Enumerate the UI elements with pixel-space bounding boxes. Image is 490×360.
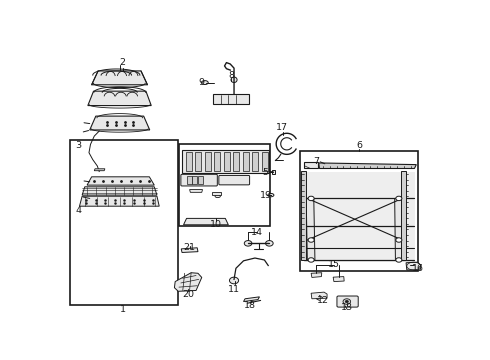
Text: 20: 20 bbox=[182, 289, 195, 298]
Text: 14: 14 bbox=[251, 228, 263, 237]
Polygon shape bbox=[333, 276, 344, 282]
Text: 11: 11 bbox=[228, 285, 240, 294]
Polygon shape bbox=[243, 152, 249, 171]
Text: 18: 18 bbox=[245, 301, 256, 310]
Polygon shape bbox=[394, 198, 403, 260]
Circle shape bbox=[308, 196, 314, 201]
Polygon shape bbox=[233, 152, 239, 171]
Polygon shape bbox=[187, 176, 192, 184]
Polygon shape bbox=[311, 292, 327, 299]
Polygon shape bbox=[301, 171, 306, 260]
FancyBboxPatch shape bbox=[219, 175, 249, 185]
Ellipse shape bbox=[215, 195, 221, 198]
Text: 21: 21 bbox=[184, 243, 196, 252]
Text: 1: 1 bbox=[120, 305, 126, 314]
Polygon shape bbox=[252, 152, 258, 171]
Polygon shape bbox=[184, 219, 228, 225]
Polygon shape bbox=[262, 152, 268, 171]
Text: 15: 15 bbox=[328, 261, 340, 269]
Text: 12: 12 bbox=[317, 296, 328, 305]
Polygon shape bbox=[181, 248, 198, 252]
Circle shape bbox=[308, 238, 314, 242]
Polygon shape bbox=[244, 297, 260, 302]
Text: 4: 4 bbox=[75, 206, 81, 215]
Polygon shape bbox=[406, 262, 421, 270]
Polygon shape bbox=[213, 94, 249, 104]
FancyBboxPatch shape bbox=[272, 170, 275, 174]
Polygon shape bbox=[205, 152, 211, 171]
Polygon shape bbox=[224, 152, 230, 171]
Ellipse shape bbox=[268, 193, 274, 197]
Polygon shape bbox=[198, 176, 203, 184]
Circle shape bbox=[396, 196, 402, 201]
Text: 3: 3 bbox=[75, 141, 81, 150]
Circle shape bbox=[396, 238, 402, 242]
Polygon shape bbox=[90, 116, 150, 130]
Text: 6: 6 bbox=[356, 141, 362, 150]
Polygon shape bbox=[306, 198, 315, 260]
Polygon shape bbox=[212, 192, 220, 195]
Polygon shape bbox=[214, 152, 220, 171]
Text: 2: 2 bbox=[120, 58, 126, 67]
Ellipse shape bbox=[231, 77, 237, 82]
Polygon shape bbox=[303, 172, 415, 262]
Text: 16: 16 bbox=[412, 264, 423, 273]
Text: 9: 9 bbox=[198, 78, 204, 87]
Polygon shape bbox=[94, 169, 105, 171]
Circle shape bbox=[245, 240, 252, 246]
Polygon shape bbox=[79, 196, 159, 206]
Circle shape bbox=[308, 258, 314, 262]
Polygon shape bbox=[186, 152, 192, 171]
Circle shape bbox=[266, 240, 273, 246]
Circle shape bbox=[345, 301, 348, 303]
Polygon shape bbox=[82, 187, 157, 195]
Text: 8: 8 bbox=[228, 71, 234, 80]
Ellipse shape bbox=[201, 81, 208, 85]
Text: 10: 10 bbox=[210, 220, 222, 229]
Polygon shape bbox=[88, 91, 151, 105]
Polygon shape bbox=[190, 190, 202, 192]
Polygon shape bbox=[174, 273, 202, 291]
Text: 19: 19 bbox=[260, 191, 272, 200]
Text: 13: 13 bbox=[341, 303, 353, 312]
Polygon shape bbox=[196, 152, 201, 171]
Text: 17: 17 bbox=[276, 123, 288, 132]
Bar bbox=[70, 140, 178, 305]
Polygon shape bbox=[87, 177, 154, 185]
Text: 7: 7 bbox=[314, 157, 319, 166]
Polygon shape bbox=[92, 71, 147, 85]
Bar bbox=[300, 151, 418, 270]
Polygon shape bbox=[182, 150, 269, 174]
FancyBboxPatch shape bbox=[181, 174, 218, 186]
Polygon shape bbox=[318, 163, 416, 168]
Bar bbox=[179, 144, 270, 226]
FancyBboxPatch shape bbox=[337, 296, 358, 307]
Circle shape bbox=[229, 277, 239, 284]
Circle shape bbox=[396, 258, 402, 262]
Polygon shape bbox=[401, 171, 406, 260]
Polygon shape bbox=[311, 273, 322, 278]
Polygon shape bbox=[192, 176, 197, 184]
Polygon shape bbox=[304, 162, 318, 168]
Text: 5: 5 bbox=[263, 168, 269, 177]
Circle shape bbox=[343, 299, 351, 304]
